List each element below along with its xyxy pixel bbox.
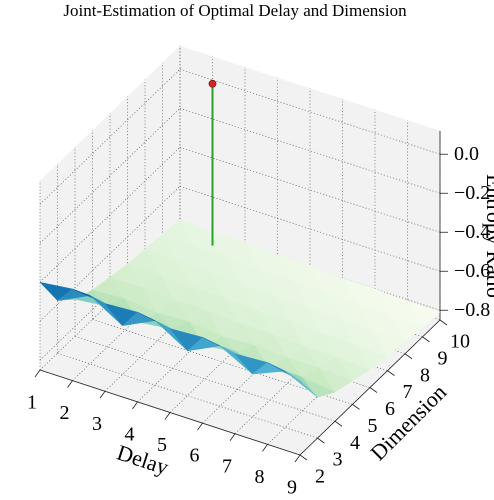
x-tick-label: 2: [60, 402, 70, 424]
x-tick: [262, 444, 268, 452]
y-tick: [422, 336, 430, 343]
y-tick: [404, 353, 413, 360]
y-tick: [352, 404, 360, 410]
chart-title: Joint-Estimation of Optimal Delay and Di…: [63, 1, 407, 20]
y-tick-label: 5: [368, 415, 378, 437]
y-tick: [369, 387, 378, 393]
grid-line: [267, 309, 408, 445]
x-tick: [34, 369, 41, 378]
x-tick-label: 9: [287, 477, 297, 499]
surface-face: [336, 356, 371, 382]
y-tick-label: 3: [333, 449, 343, 471]
grid-line: [179, 107, 441, 194]
z-tick-label: −0.2: [454, 182, 490, 204]
y-tick: [299, 454, 308, 461]
x-tick-label: 3: [92, 413, 102, 435]
surface-face: [406, 301, 441, 328]
z-tick-label: −0.6: [454, 260, 490, 282]
y-tick: [387, 370, 395, 376]
z-tick-label: 0.0: [454, 143, 479, 165]
y-tick-label: 7: [403, 381, 413, 403]
z-tick-label: −0.4: [454, 221, 490, 243]
x-tick: [99, 391, 106, 399]
surface-face: [319, 367, 354, 393]
x-tick: [294, 454, 301, 463]
y-tick-label: 4: [350, 432, 360, 454]
z-axis-label: Entropy Ratio: [482, 174, 494, 298]
surface-face: [389, 316, 424, 343]
grid-line: [39, 147, 181, 283]
x-tick-label: 6: [190, 445, 200, 467]
x-tick-label: 1: [27, 392, 37, 414]
grid-line: [72, 245, 213, 381]
x-tick-label: 4: [125, 423, 135, 445]
x-tick-label: 8: [255, 466, 265, 488]
x-tick: [67, 380, 73, 388]
y-tick-label: 10: [450, 331, 470, 353]
grid-line: [169, 277, 311, 413]
surface-face: [354, 343, 389, 371]
surface-face: [371, 330, 406, 358]
x-tick: [132, 401, 138, 410]
x-tick: [197, 422, 203, 431]
y-tick: [439, 319, 448, 326]
grid-line: [234, 298, 376, 434]
grid-line: [179, 146, 441, 233]
grid-line: [39, 69, 181, 205]
y-tick-label: 2: [315, 466, 325, 488]
grid-line: [57, 352, 318, 439]
grid-line: [202, 287, 343, 424]
grid-line: [137, 266, 278, 403]
y-tick: [317, 437, 325, 444]
grid-line: [104, 256, 246, 392]
z-tick-label: −0.8: [454, 299, 490, 321]
grid-line: [39, 234, 181, 371]
x-tick: [229, 433, 236, 441]
grid-line: [179, 185, 441, 272]
surface-face: [284, 370, 318, 398]
x-tick: [164, 412, 171, 420]
x-tick-label: 7: [222, 455, 232, 477]
surface: [39, 79, 441, 398]
y-tick-label: 6: [385, 398, 395, 420]
grid-line: [179, 68, 441, 155]
y-tick-label: 8: [420, 364, 430, 386]
grid-line: [39, 225, 181, 361]
surface-face: [302, 377, 336, 398]
x-tick-label: 5: [157, 434, 167, 456]
grid-line: [74, 335, 336, 422]
optimum-marker: [208, 79, 217, 88]
y-tick: [334, 420, 343, 427]
y-tick-label: 9: [438, 347, 448, 369]
grid-line: [39, 108, 181, 244]
